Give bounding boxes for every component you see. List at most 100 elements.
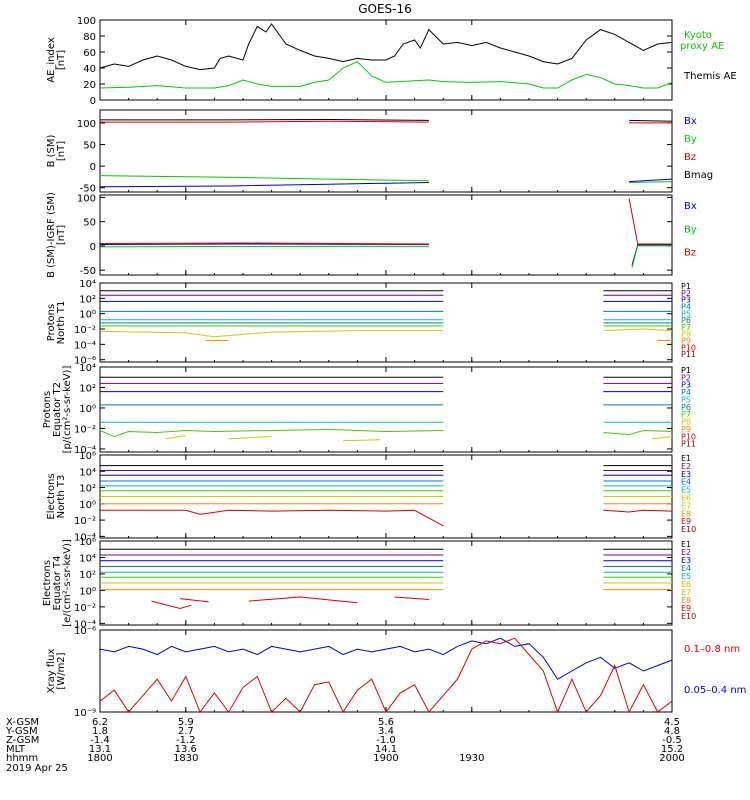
y-axis-label: Electrons [46, 473, 57, 519]
legend-entry: Bmag [684, 170, 713, 181]
y-axis-label: [p/(cm²-s-sr-keV)] [62, 366, 73, 454]
ephemeris-value: -1.0 [376, 735, 396, 746]
legend-entry: E5 [681, 486, 691, 495]
y-tick-label: 10⁻⁶ [74, 626, 96, 637]
legend-entry: P11 [681, 440, 696, 449]
y-tick-label: 10⁻⁶ [74, 356, 96, 367]
y-tick-label: 20 [83, 80, 96, 91]
ephemeris-value: 1830 [173, 753, 198, 764]
legend-entry: P9 [681, 337, 691, 346]
legend-entry: P7 [681, 323, 691, 332]
legend-entry: E7 [681, 588, 691, 597]
legend-entry: P4 [681, 388, 691, 397]
plot-frame [99, 194, 673, 276]
legend-entry: P5 [681, 309, 691, 318]
series-line-Bz [99, 198, 672, 245]
y-tick-label: 50 [83, 141, 96, 152]
y-tick-label: 10⁴ [79, 553, 96, 564]
y-tick-label: 100 [77, 119, 96, 130]
panel-xray: 10⁻⁶ 10⁻⁹ Xray flux [W/m2] 0.1–0.8 nm 0.05–0.… [46, 626, 746, 719]
y-tick-label: 10⁰ [79, 310, 96, 321]
y-tick-label: 10⁻⁴ [74, 340, 96, 351]
ephemeris-row-label: Z-GSM [6, 735, 39, 746]
y-tick-label: 10⁰ [79, 404, 96, 415]
legend-entry: P6 [681, 316, 691, 325]
ephemeris-value: 1900 [373, 753, 398, 764]
series-line-P8 [99, 328, 673, 338]
y-axis-label: [e/(cm²-s-sr-keV)] [62, 539, 73, 627]
series-line-Bmag [100, 118, 673, 122]
y-tick-label: 10⁰ [79, 500, 96, 511]
legend-entry: E3 [681, 470, 691, 479]
y-tick-label: 10⁻⁴ [74, 619, 96, 630]
legend-entry: E9 [681, 517, 691, 526]
series-line-Themis-AE [99, 61, 673, 89]
y-tick-label: 10² [79, 484, 96, 495]
y-axis-label: Equator T4 [52, 556, 63, 611]
y-axis-label: Equator T2 [52, 382, 63, 437]
y-tick-label: 10⁴ [79, 467, 96, 478]
y-axis-label: Protons [46, 304, 57, 341]
panel-ele2: 10⁶ 10⁴ 10² 10⁰ 10⁻² 10⁻⁴ Electrons Equator T4[… [42, 537, 696, 630]
panel-pro1: 10⁴ 10² 10⁰ 10⁻² 10⁻⁴ 10⁻⁶ Protons North T1 P1P2… [46, 279, 696, 367]
ephemeris-value: 1800 [87, 753, 112, 764]
y-tick-label: 10⁶ [79, 451, 96, 462]
y-tick-label: 80 [83, 32, 96, 43]
legend-entry: E2 [681, 548, 691, 557]
y-tick-label: 0 [90, 242, 96, 253]
y-tick-label: 10⁻⁴ [74, 445, 96, 456]
ephemeris-table: X-GSM 6.2 5.9 5.6 4.5 Y-GSM 1.8 2.7 3.4 4.8 Z-GSM -… [5, 717, 685, 774]
ephemeris-value: 5.6 [378, 717, 394, 728]
legend-entry: P10 [681, 432, 696, 441]
series-line-0-05-0-4-nm [99, 637, 673, 680]
legend-entry: P10 [681, 343, 696, 352]
plot-frame [99, 629, 673, 713]
legend-entry: Kyoto [684, 30, 712, 41]
legend-entry: P1 [681, 282, 691, 291]
legend-entry: E3 [681, 556, 691, 565]
ephemeris-value: -1.4 [90, 735, 110, 746]
legend-entry: Bx [684, 116, 697, 127]
legend-entry: E10 [681, 612, 696, 621]
y-tick-label: 10⁻⁴ [74, 532, 96, 543]
y-tick-label: 40 [83, 64, 96, 75]
ephemeris-value: 1930 [459, 753, 484, 764]
panel-digrf: -50 0 50 100 B (SM)-IGRF (SM) [nT] Bx By Bz [46, 192, 697, 278]
y-axis-label: Xray flux [46, 649, 57, 694]
series-line-Bz [100, 120, 672, 124]
legend-entry: E4 [681, 564, 691, 573]
legend-entry: E2 [681, 462, 691, 471]
legend-entry: P1 [681, 366, 691, 375]
series-line-Bx [99, 243, 672, 266]
ephemeris-value: 2.7 [178, 726, 194, 737]
legend-entry: P8 [681, 330, 691, 339]
y-axis-label: Protons [42, 391, 53, 428]
y-tick-label: 10² [79, 570, 96, 581]
series-line-E9 [151, 596, 429, 610]
ephemeris-value: 2000 [659, 753, 684, 764]
legend-entry: P2 [681, 373, 691, 382]
series-line-Kyoto-proxy-AE [99, 23, 673, 71]
ephemeris-value: 5.9 [178, 717, 194, 728]
y-tick-label: 0 [90, 162, 96, 173]
y-axis-label: AE_index [46, 37, 57, 83]
ephemeris-value: 13.1 [89, 744, 111, 755]
plot-frame [99, 366, 673, 453]
ephemeris-value: -0.5 [662, 735, 682, 746]
y-tick-label: 10⁴ [79, 363, 96, 374]
legend-entry: E6 [681, 580, 691, 589]
y-axis-label: [nT] [56, 141, 67, 161]
date-label: 2019 Apr 25 [6, 763, 68, 774]
legend-entry: P4 [681, 302, 691, 311]
ephemeris-row-label: X-GSM [6, 717, 39, 728]
series-line-0-1-0-8-nm [99, 637, 673, 714]
panel-pro2: 10⁴ 10² 10⁰ 10⁻² 10⁻⁴ Protons Equator T2 [p/(cm… [42, 363, 696, 456]
ephemeris-value: 6.2 [92, 717, 108, 728]
ephemeris-value: 3.4 [378, 726, 394, 737]
y-tick-label: 60 [83, 48, 96, 59]
ephemeris-value: 4.8 [664, 726, 680, 737]
ephemeris-value: 14.1 [375, 744, 397, 755]
y-axis-label: North T3 [56, 475, 67, 519]
